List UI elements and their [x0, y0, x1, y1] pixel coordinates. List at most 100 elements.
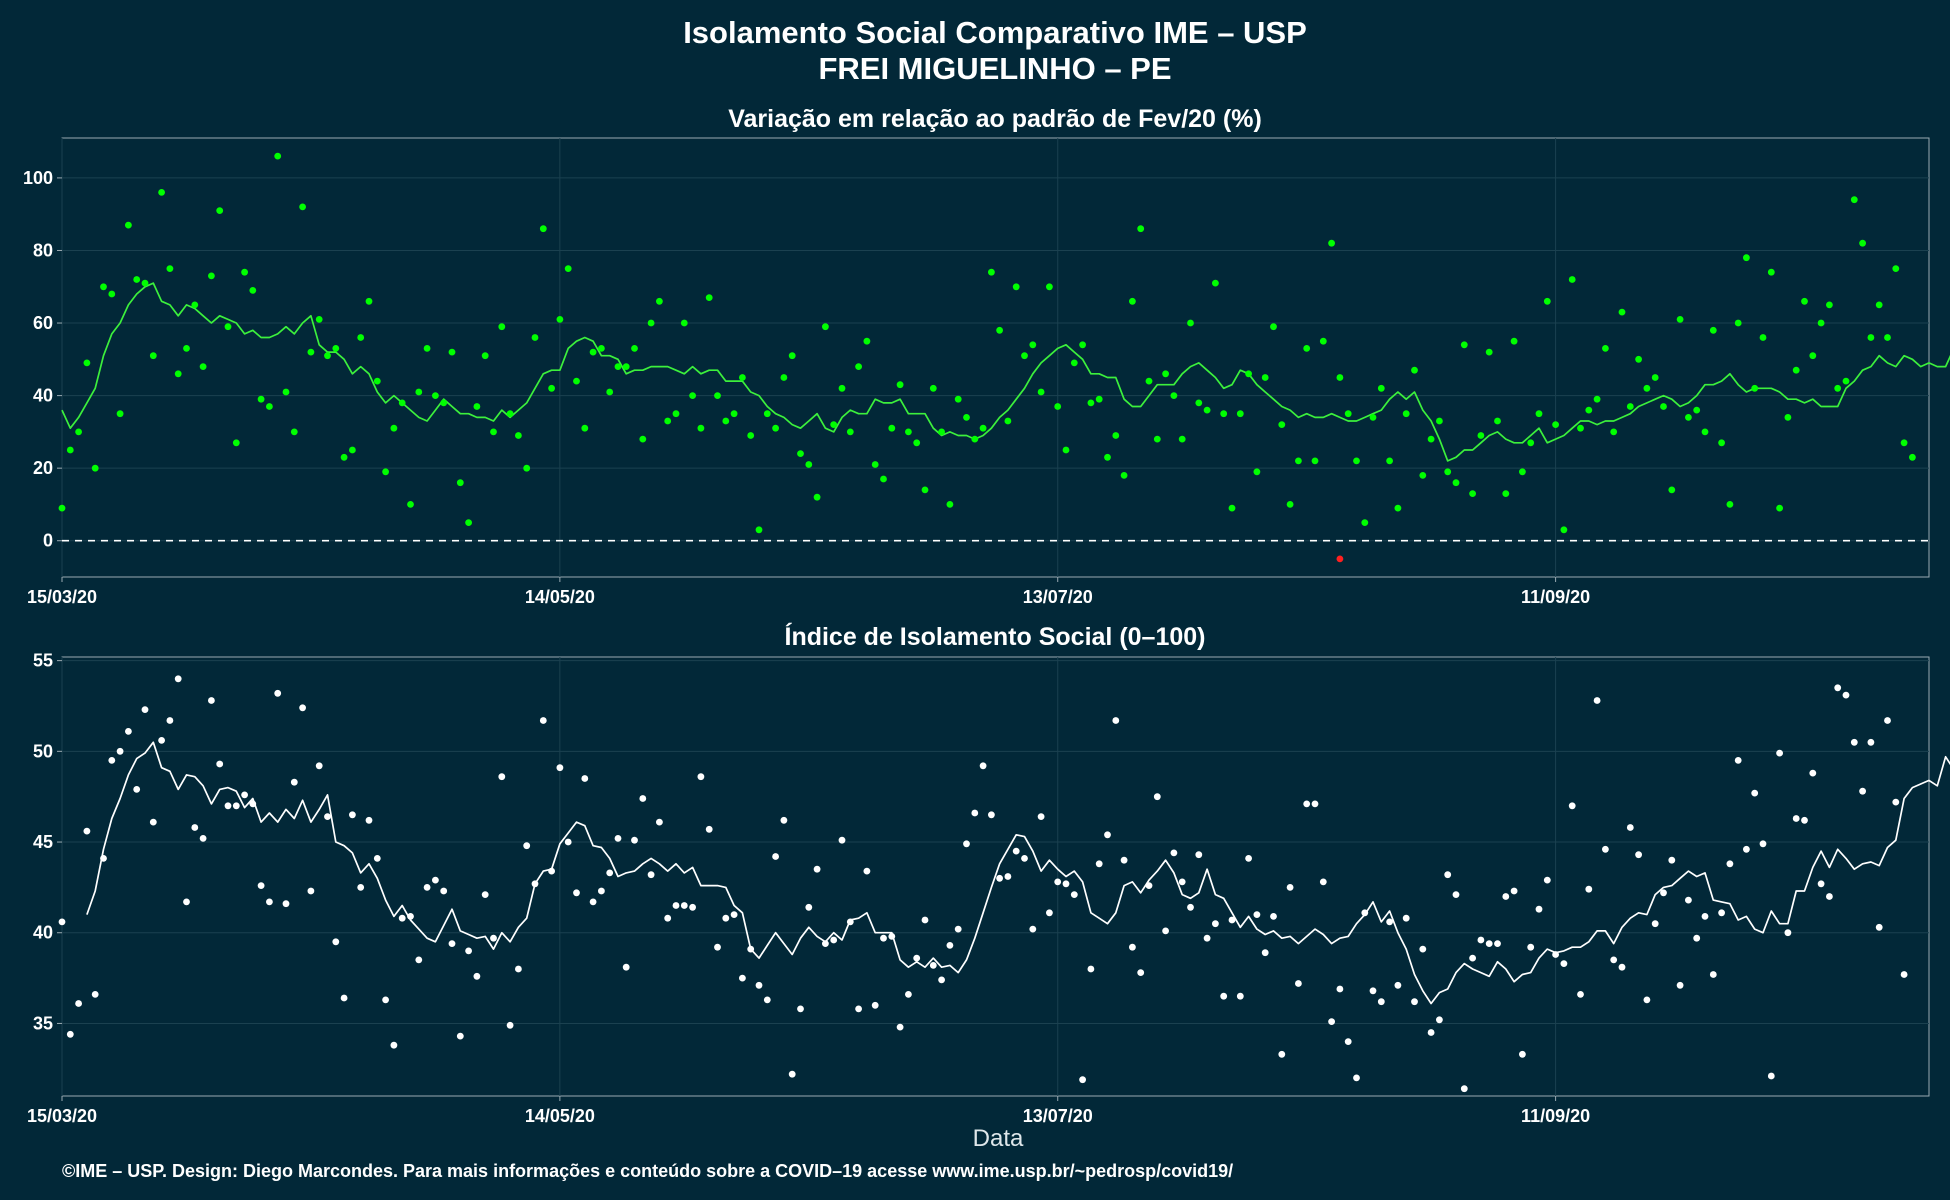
variation-data-point: [1394, 504, 1402, 512]
isolation-data-point: [1228, 916, 1236, 924]
isolation-data-point: [398, 914, 406, 922]
variation-data-point: [481, 352, 489, 360]
isolation-data-point: [1427, 1029, 1435, 1036]
variation-data-point: [581, 424, 589, 432]
isolation-data-point: [1344, 1038, 1352, 1045]
isolation-data-point: [1212, 920, 1219, 928]
variation-data-point: [1527, 439, 1535, 447]
isolation-data-point: [1826, 893, 1833, 900]
isolation-data-point: [423, 884, 431, 891]
variation-data-point: [1162, 370, 1169, 378]
isolation-data-point: [963, 840, 970, 848]
variation-data-point: [1701, 428, 1709, 436]
variation-ytick-label: 40: [33, 386, 53, 406]
isolation-data-point: [979, 762, 987, 770]
isolation-data-point: [1743, 845, 1750, 853]
isolation-xtick-label: 15/03/20: [27, 1106, 97, 1126]
isolation-data-point: [108, 757, 116, 764]
isolation-data-point: [282, 900, 290, 908]
isolation-data-point: [664, 914, 672, 922]
isolation-data-point: [299, 704, 306, 712]
isolation-data-point: [855, 1005, 862, 1013]
variation-data-point: [1228, 504, 1236, 512]
isolation-data-point: [1577, 991, 1584, 998]
isolation-data-point: [1668, 856, 1676, 864]
variation-data-point: [996, 326, 1003, 334]
variation-data-point: [705, 294, 713, 301]
variation-data-point: [1834, 384, 1842, 392]
variation-data-point: [373, 377, 381, 385]
isolation-data-point: [905, 991, 912, 998]
isolation-data-point: [1452, 891, 1460, 898]
isolation-data-point: [1253, 911, 1261, 918]
isolation-data-point: [456, 1032, 464, 1040]
variation-data-point: [66, 446, 74, 454]
variation-data-point: [1568, 276, 1576, 283]
isolation-data-point: [573, 889, 580, 897]
isolation-data-point: [1867, 738, 1875, 746]
variation-data-point: [199, 363, 207, 370]
isolation-data-point: [1129, 943, 1136, 951]
variation-data-point: [871, 461, 879, 468]
variation-data-point: [1801, 297, 1808, 305]
isolation-data-point: [1095, 860, 1103, 868]
isolation-data-point: [1112, 717, 1120, 724]
isolation-data-point: [1012, 847, 1020, 855]
isolation-data-point: [1792, 815, 1800, 822]
isolation-data-point: [1850, 738, 1858, 746]
isolation-data-point: [1353, 1074, 1360, 1082]
variation-data-point: [1875, 301, 1883, 309]
variation-ytick-label: 20: [33, 458, 53, 478]
isolation-data-point: [805, 903, 813, 911]
variation-data-point: [788, 352, 796, 360]
variation-data-point: [432, 392, 439, 399]
isolation-data-point: [1286, 884, 1294, 891]
isolation-data-point: [606, 869, 614, 877]
isolation-data-point: [199, 835, 207, 842]
isolation-data-point: [1485, 940, 1493, 947]
isolation-data-point: [929, 962, 937, 969]
isolation-data-point: [141, 706, 149, 713]
variation-data-point: [631, 345, 638, 352]
variation-data-point: [108, 290, 116, 298]
variation-data-point: [1809, 352, 1817, 360]
variation-data-point: [1709, 326, 1717, 334]
isolation-data-point: [1419, 945, 1427, 953]
variation-data-point: [1311, 457, 1319, 465]
variation-data-point: [1676, 316, 1684, 323]
isolation-ytick-label: 40: [33, 923, 53, 943]
isolation-data-point: [1386, 918, 1393, 926]
variation-data-point: [805, 461, 813, 468]
variation-data-point: [1112, 432, 1120, 439]
isolation-data-point: [1203, 934, 1211, 942]
variation-data-point: [531, 334, 539, 341]
isolation-data-point: [880, 934, 887, 942]
variation-data-point: [1203, 406, 1211, 414]
variation-data-point: [780, 374, 788, 381]
variation-data-point: [282, 388, 290, 396]
panel-variation-title: Variação em relação ao padrão de Fev/20 …: [728, 105, 1262, 133]
isolation-data-point: [1693, 934, 1701, 942]
variation-data-point: [1361, 519, 1369, 526]
isolation-data-point: [672, 902, 680, 909]
isolation-data-point: [996, 874, 1003, 882]
variation-data-point: [1751, 384, 1759, 392]
variation-data-point: [299, 203, 306, 211]
page-title-line1: Isolamento Social Comparativo IME – USP: [683, 15, 1307, 50]
isolation-data-point: [1784, 929, 1792, 937]
isolation-data-point: [1510, 887, 1518, 895]
isolation-data-point: [1900, 971, 1908, 978]
isolation-xtick-label: 11/09/20: [1521, 1106, 1590, 1126]
variation-xtick-label: 15/03/20: [27, 587, 97, 607]
isolation-data-point: [208, 697, 215, 704]
variation-data-point: [722, 417, 730, 425]
isolation-data-point: [1809, 769, 1817, 777]
isolation-data-point: [1718, 909, 1725, 917]
variation-data-point: [963, 414, 970, 421]
variation-data-point: [1319, 337, 1327, 345]
isolation-data-point: [846, 918, 854, 926]
variation-data-point: [290, 428, 298, 436]
variation-negative-point: [1336, 555, 1344, 563]
variation-ytick-label: 100: [23, 168, 53, 188]
isolation-data-point: [307, 887, 315, 895]
